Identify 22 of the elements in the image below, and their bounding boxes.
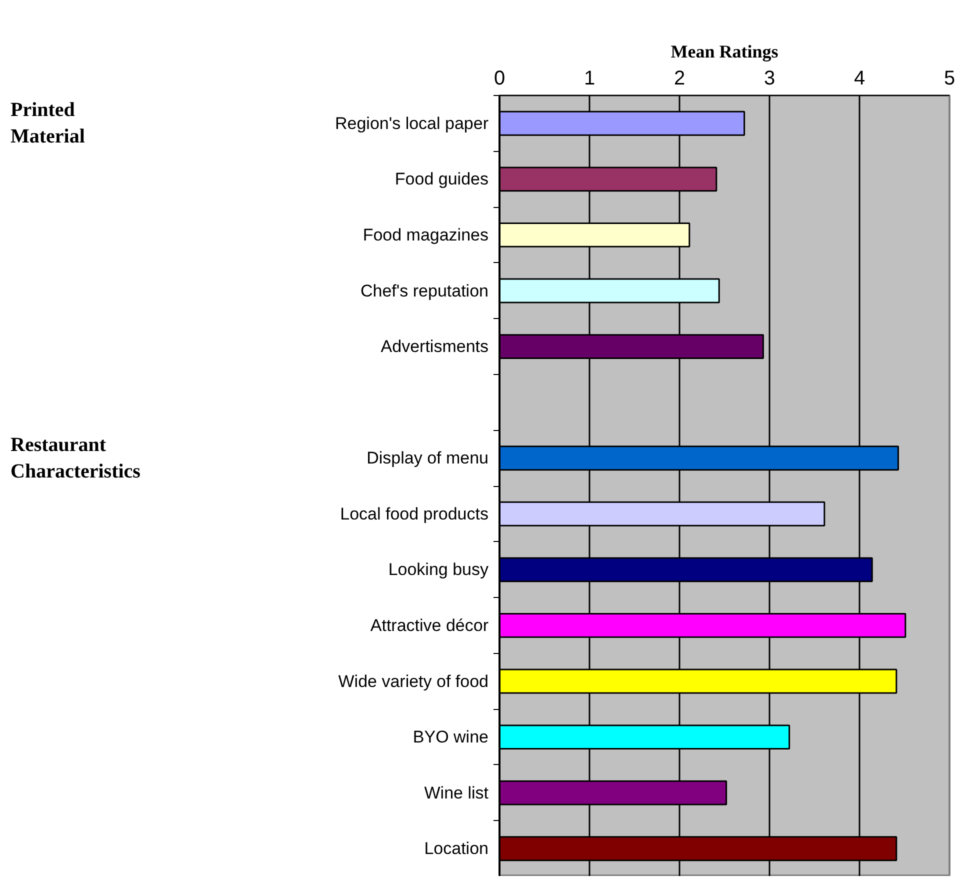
- y-tick-label: Attractive décor: [370, 616, 489, 635]
- y-tick-label: Region's local paper: [334, 114, 489, 133]
- text: Printed Material: [10, 99, 86, 148]
- y-tick-label: BYO wine: [412, 728, 489, 747]
- y-tick-label: Looking busy: [388, 560, 489, 580]
- y-tick-label: Advertisments: [380, 337, 488, 356]
- y-tick-label: Location: [424, 839, 489, 858]
- text: Restaurant Characteristics: [10, 434, 141, 482]
- x-tick-label: 4: [854, 68, 866, 90]
- x-axis-title: Mean Ratings: [670, 42, 778, 62]
- y-tick-label: Food magazines: [362, 225, 489, 244]
- y-tick-label: Local food products: [340, 504, 489, 524]
- y-tick-label: Food guides: [394, 170, 489, 189]
- y-tick-label: Display of menu: [366, 448, 488, 468]
- y-tick-label: Wide variety of food: [338, 672, 489, 691]
- y-tick-label: Chef's reputation: [360, 281, 489, 300]
- x-tick-label: 1: [584, 68, 596, 90]
- x-tick-label: 5: [944, 68, 956, 90]
- y-tick-label: Wine list: [424, 783, 489, 802]
- x-tick-label: 2: [674, 68, 686, 90]
- x-tick-label: 3: [764, 68, 776, 90]
- x-tick-label: 0: [494, 68, 506, 90]
